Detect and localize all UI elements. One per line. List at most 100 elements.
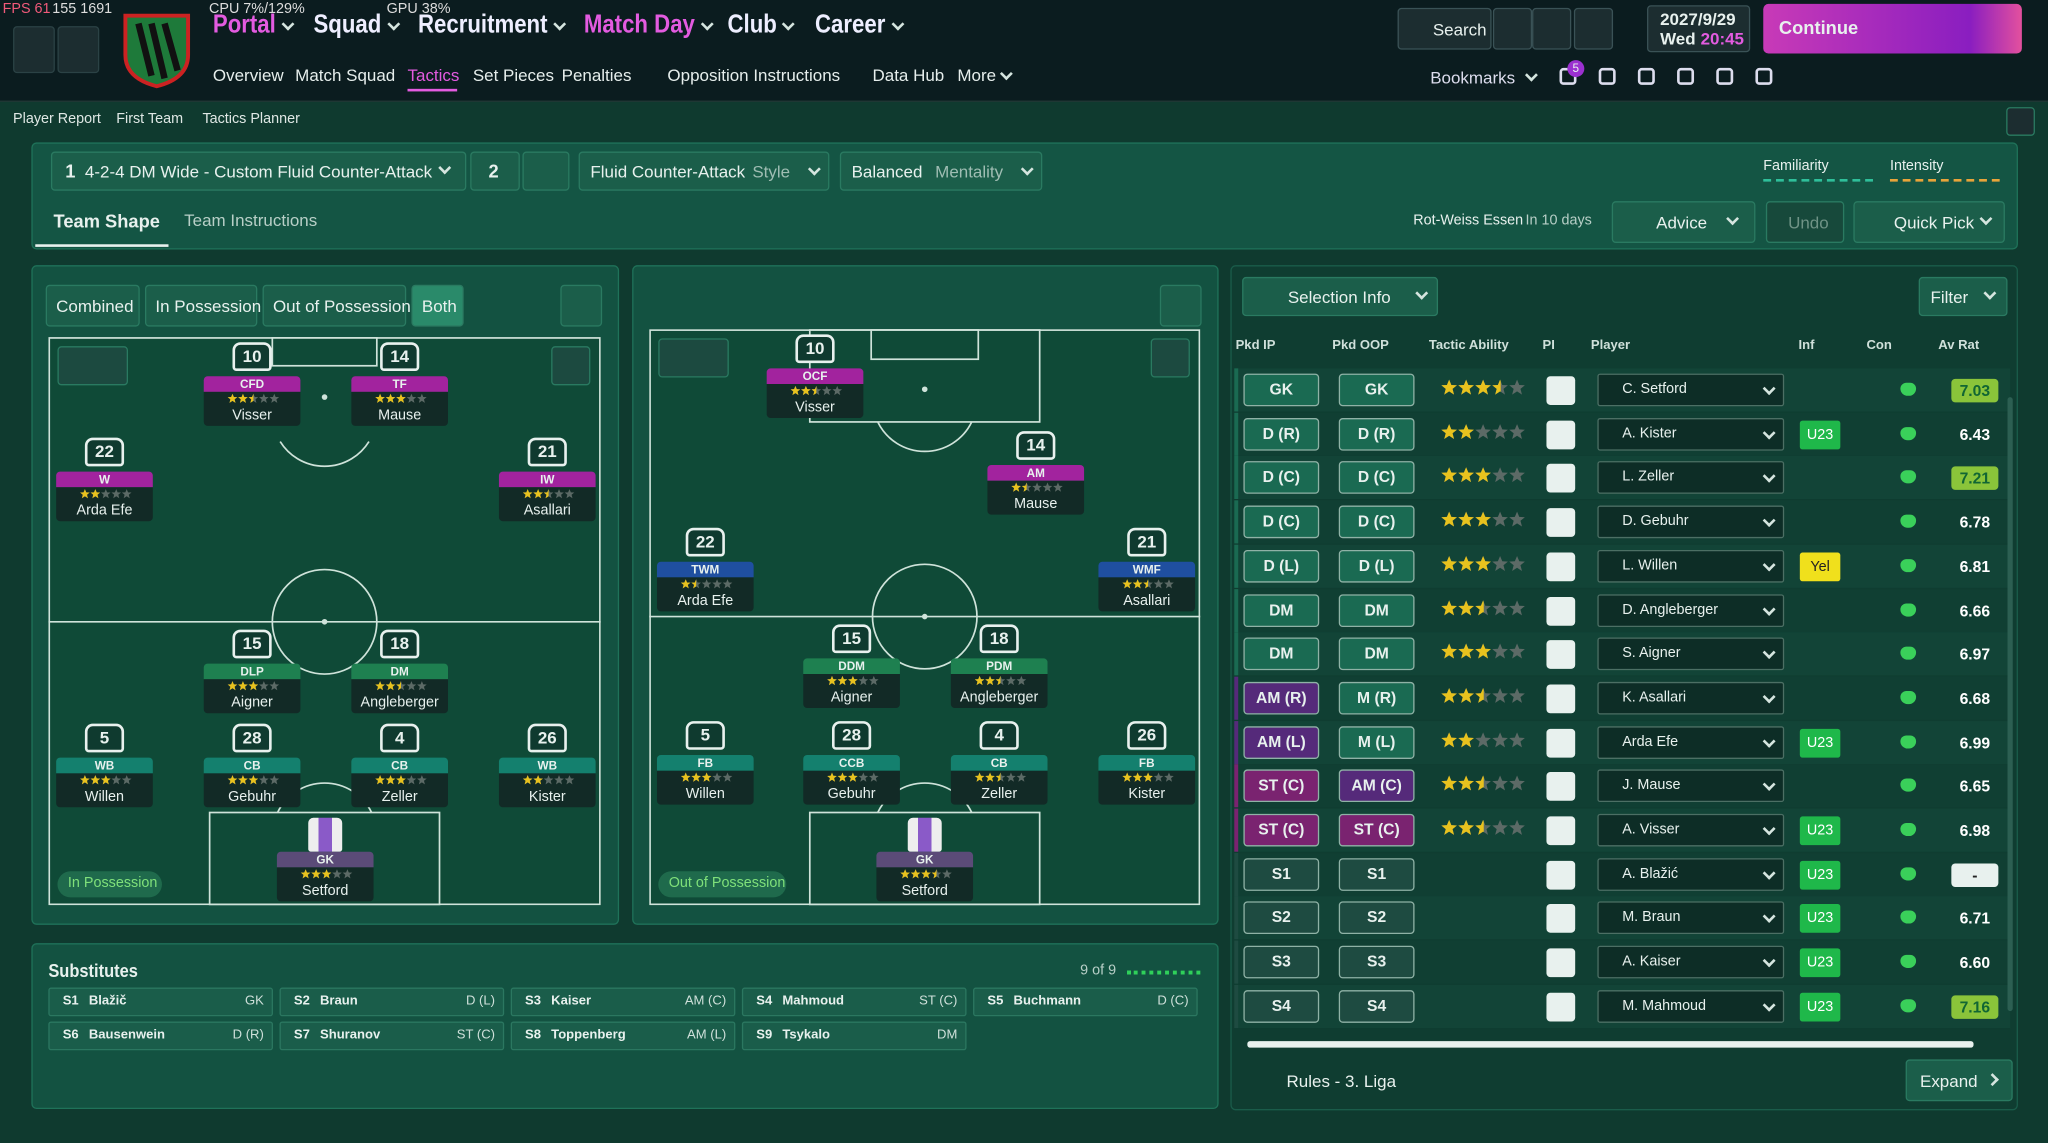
- substitute-slot[interactable]: S9 Tsykalo DM: [741, 1021, 967, 1051]
- pi-button[interactable]: [1546, 464, 1576, 493]
- player-select[interactable]: M. Braun: [1597, 901, 1785, 935]
- search-button[interactable]: Search: [1397, 7, 1492, 50]
- eye-toggle[interactable]: [658, 338, 729, 378]
- pkd-ip[interactable]: D (C): [1243, 505, 1320, 539]
- pi-button[interactable]: [1546, 420, 1576, 449]
- view-toggle[interactable]: Both: [411, 284, 464, 327]
- pkd-oop[interactable]: AM (C): [1338, 769, 1415, 803]
- subnav-item[interactable]: Tactics: [407, 65, 460, 85]
- subnav-item[interactable]: Match Squad: [295, 65, 396, 85]
- view-toggle[interactable]: Combined: [45, 284, 140, 327]
- toolbar-icon[interactable]: [1637, 67, 1655, 85]
- pkd-ip[interactable]: D (C): [1243, 461, 1320, 495]
- toolbar-icon[interactable]: [1755, 67, 1773, 85]
- pkd-oop[interactable]: S2: [1338, 901, 1415, 935]
- player-select[interactable]: L. Zeller: [1597, 461, 1785, 495]
- advice-button[interactable]: Advice: [1611, 201, 1756, 243]
- substitute-slot[interactable]: S3 Kaiser AM (C): [510, 987, 736, 1017]
- pi-button[interactable]: [1546, 772, 1576, 802]
- continue-button[interactable]: Continue: [1763, 3, 2022, 54]
- pkd-oop[interactable]: GK: [1338, 373, 1415, 407]
- filter-button[interactable]: Filter: [1918, 276, 2008, 317]
- pkd-oop[interactable]: DM: [1338, 637, 1415, 671]
- pi-button[interactable]: [1546, 816, 1576, 846]
- substitute-slot[interactable]: S8 Toppenberg AM (L): [510, 1021, 736, 1051]
- quick-pick-button[interactable]: Quick Pick: [1853, 201, 2005, 243]
- selection-info-button[interactable]: Selection Info: [1242, 276, 1439, 317]
- pi-button[interactable]: [1546, 596, 1576, 626]
- player-select[interactable]: C. Setford: [1597, 373, 1785, 407]
- pkd-oop[interactable]: S1: [1338, 857, 1415, 891]
- player-select[interactable]: M. Mahmoud: [1597, 989, 1785, 1023]
- pkd-oop[interactable]: M (L): [1338, 725, 1415, 759]
- pi-button[interactable]: [1546, 376, 1576, 405]
- pi-button[interactable]: [1546, 948, 1576, 978]
- view-toggle[interactable]: In Possession: [144, 284, 261, 327]
- subnav-item[interactable]: Overview: [212, 65, 284, 85]
- player-select[interactable]: J. Mause: [1597, 769, 1785, 803]
- pkd-oop[interactable]: ST (C): [1338, 813, 1415, 847]
- nav-item[interactable]: Recruitment: [417, 10, 548, 40]
- mentality-select[interactable]: Balanced Mentality: [839, 151, 1043, 191]
- pkd-oop[interactable]: S3: [1338, 945, 1415, 979]
- pkd-ip[interactable]: AM (L): [1243, 725, 1320, 759]
- pkd-ip[interactable]: D (L): [1243, 549, 1320, 583]
- settings-button[interactable]: [1159, 284, 1202, 327]
- pkd-oop[interactable]: D (R): [1338, 417, 1415, 451]
- tactic-select[interactable]: 1 4-2-4 DM Wide - Custom Fluid Counter-At…: [50, 151, 467, 191]
- tab[interactable]: Team Instructions: [184, 210, 318, 230]
- pi-button[interactable]: [1546, 552, 1576, 582]
- pi-button[interactable]: [1546, 684, 1576, 714]
- tactic-slot-2[interactable]: 2: [470, 151, 520, 191]
- player-select[interactable]: K. Asallari: [1597, 681, 1785, 715]
- player-select[interactable]: L. Willen: [1597, 549, 1785, 583]
- player-select[interactable]: D. Gebuhr: [1597, 505, 1785, 539]
- player-select[interactable]: S. Aigner: [1597, 637, 1785, 671]
- icon-button[interactable]: [1532, 7, 1572, 50]
- subnav-item[interactable]: Opposition Instructions: [667, 65, 841, 85]
- pkd-oop[interactable]: D (L): [1338, 549, 1415, 583]
- forward-button[interactable]: [57, 26, 100, 74]
- toolbar-icon[interactable]: [1716, 67, 1734, 85]
- pkd-ip[interactable]: ST (C): [1243, 813, 1320, 847]
- pkd-ip[interactable]: S2: [1243, 901, 1320, 935]
- subnav-item[interactable]: Set Pieces: [472, 65, 554, 85]
- substitute-slot[interactable]: S4 Mahmoud ST (C): [741, 987, 967, 1017]
- subnav-item[interactable]: Data Hub: [872, 65, 945, 85]
- toolbar-icon[interactable]: [1598, 67, 1616, 85]
- substitute-slot[interactable]: S5 Buchmann D (C): [973, 987, 1198, 1017]
- eye-toggle[interactable]: [57, 346, 128, 386]
- pkd-ip[interactable]: ST (C): [1243, 769, 1320, 803]
- pi-button[interactable]: [1546, 860, 1576, 890]
- substitute-slot[interactable]: S7 Shuranov ST (C): [279, 1021, 505, 1051]
- pkd-oop[interactable]: DM: [1338, 593, 1415, 627]
- back-button[interactable]: [13, 26, 55, 74]
- style-select[interactable]: Fluid Counter-Attack Style: [578, 151, 830, 191]
- substitute-slot[interactable]: S6 Bausenwein D (R): [48, 1021, 273, 1051]
- pi-button[interactable]: [1546, 904, 1576, 934]
- pkd-oop[interactable]: S4: [1338, 989, 1415, 1023]
- pkd-ip[interactable]: S4: [1243, 989, 1320, 1023]
- view-toggle[interactable]: Out of Possession: [262, 284, 411, 327]
- grid-toggle[interactable]: [1150, 338, 1190, 378]
- pi-button[interactable]: [1546, 992, 1576, 1022]
- pi-button[interactable]: [1546, 728, 1576, 758]
- settings-button[interactable]: [560, 284, 603, 327]
- nav-item[interactable]: Match Day: [583, 10, 695, 40]
- player-select[interactable]: A. Kaiser: [1597, 945, 1785, 979]
- expand-button[interactable]: Expand: [1905, 1059, 2013, 1102]
- toolbar-icon[interactable]: [1677, 67, 1695, 85]
- subnav-item[interactable]: Penalties: [561, 65, 632, 85]
- pkd-ip[interactable]: S3: [1243, 945, 1320, 979]
- icon-button[interactable]: [1573, 7, 1614, 50]
- pkd-ip[interactable]: DM: [1243, 637, 1320, 671]
- pkd-ip[interactable]: S1: [1243, 857, 1320, 891]
- pkd-ip[interactable]: D (R): [1243, 417, 1320, 451]
- pkd-oop[interactable]: M (R): [1338, 681, 1415, 715]
- pi-button[interactable]: [1546, 640, 1576, 670]
- add-tactic[interactable]: [522, 151, 570, 191]
- pkd-ip[interactable]: GK: [1243, 373, 1320, 407]
- pi-button[interactable]: [1546, 508, 1576, 538]
- icon-button[interactable]: [1492, 7, 1533, 50]
- nav-item[interactable]: Portal: [212, 10, 276, 40]
